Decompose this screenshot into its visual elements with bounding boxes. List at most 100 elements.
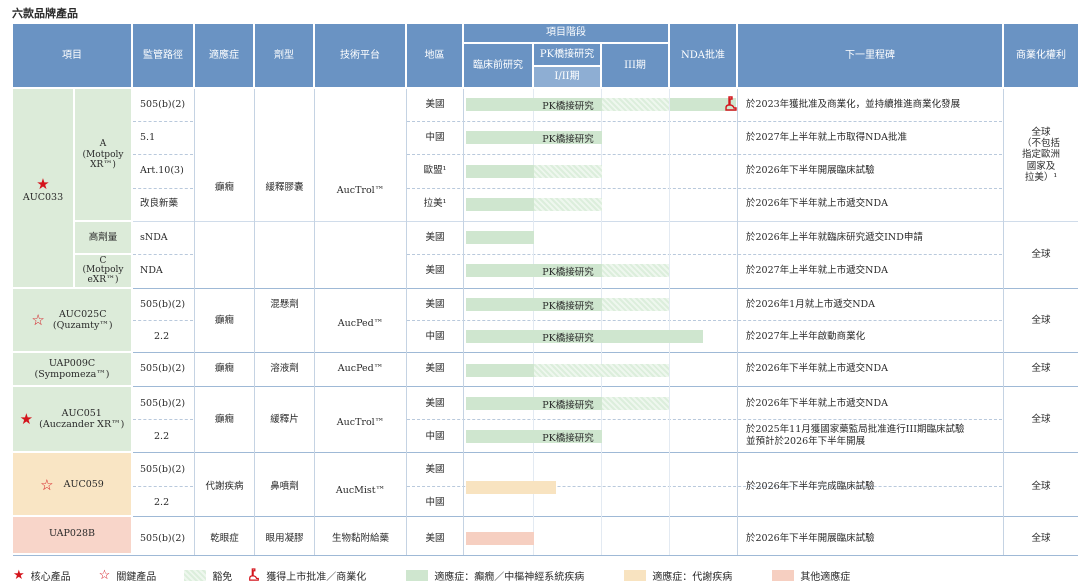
metabolic-swatch (624, 569, 647, 581)
platform-cell: AucMist™ (335, 485, 386, 497)
product-auc059-label: AUC059 (63, 479, 104, 491)
col-line (533, 89, 534, 555)
core-star-icon: ★ (36, 174, 50, 193)
product-auc033-a: A (Motpoly XR™) (82, 138, 124, 171)
exempt-swatch (184, 569, 207, 581)
other-swatch (772, 569, 795, 581)
product-auc025c-label: AUC025C (Quzamty™) (52, 308, 113, 331)
dash-sep (133, 121, 193, 122)
milestone-cell: 於2027年上半年就上市取得NDA批准 (746, 132, 907, 144)
progress-bar (466, 298, 602, 311)
dash-sep (133, 188, 193, 189)
dash-sep (407, 121, 1002, 122)
milestone-cell: 於2026年下半年就上市遞交NDA (746, 363, 888, 375)
dash-sep (133, 254, 193, 255)
progress-bar (466, 330, 703, 343)
progress-bar-exempt (534, 165, 602, 178)
legend-metabolic: 適應症：代謝疾病 (624, 568, 732, 583)
header-preclinical: 臨床前研究 (464, 44, 532, 87)
row-separator (133, 221, 1078, 222)
reg-cell: 505(b)(2) (140, 464, 186, 476)
reg-cell: 2.2 (154, 431, 170, 443)
platform-cell: AucPed™ (337, 363, 384, 375)
pk-bar-label: PK橋接研究 (542, 399, 594, 411)
group-uap009c-bg (13, 353, 131, 385)
pk-bar-label: PK橋接研究 (542, 266, 594, 278)
header-phase12: I/II期 (534, 67, 600, 87)
form-cell: 緩釋膠囊 (265, 182, 304, 194)
form-cell: 混懸劑 (270, 299, 299, 311)
reg-cell: NDA (140, 265, 163, 277)
dash-sep (407, 188, 1002, 189)
product-uap009c: UAP009C (Sympomeza™) (34, 357, 110, 380)
progress-bar (466, 397, 602, 410)
progress-bar-exempt (602, 397, 669, 410)
legend-core: ★ 核心產品 (13, 568, 71, 583)
form-cell: 鼻噴劑 (270, 481, 299, 493)
milestone-cell: 於2026年下半年開展臨床試驗 (746, 533, 875, 545)
reg-cell: 2.2 (154, 497, 170, 509)
progress-bar (466, 231, 534, 244)
dash-sep (133, 486, 193, 487)
form-cell: 緩釋片 (270, 414, 299, 426)
region-cell: 中國 (425, 331, 445, 343)
legend-other-label: 其他適應症 (800, 571, 851, 583)
reg-cell: sNDA (140, 232, 168, 244)
pk-bar-label: PK橋接研究 (542, 100, 594, 112)
product-auc025c: ☆ AUC025C (Quzamty™) (13, 300, 131, 340)
product-auc033-c: C (Motpoly eXR™) (82, 255, 124, 285)
region-cell: 美國 (425, 299, 445, 311)
platform-cell: AucTrol™ (336, 417, 385, 429)
platform-cell: AucTrol™ (336, 185, 385, 197)
milestone-cell: 於2026年1月就上市遞交NDA (746, 299, 876, 311)
approval-icon (724, 96, 738, 112)
progress-bar (466, 98, 602, 111)
legend-exempt-label: 豁免 (212, 571, 233, 583)
approval-icon (248, 568, 260, 582)
rights-cell: 全球 (1031, 363, 1051, 375)
region-cell: 美國 (425, 464, 445, 476)
row-separator (133, 386, 1078, 387)
header-milestone: 下一里程碑 (738, 24, 1002, 87)
key-star-icon: ☆ (31, 310, 45, 329)
region-cell: 美國 (425, 363, 445, 375)
legend-neuro-label: 適應症：癲癇／中樞神經系統疾病 (434, 571, 585, 583)
progress-bar (466, 165, 534, 178)
header-stage: 項目階段 (464, 24, 668, 42)
progress-bar-exempt (534, 364, 669, 377)
col-line (669, 89, 670, 555)
page-title: 六款品牌產品 (12, 7, 78, 20)
indication-cell: 癲癇 (214, 414, 234, 426)
milestone-cell: 於2027年上半年就上市遞交NDA (746, 265, 888, 277)
header-nda: NDA批准 (670, 24, 736, 87)
progress-bar-exempt (602, 98, 669, 111)
header-platform: 技術平台 (315, 24, 405, 87)
pk-bar-label: PK橋接研究 (542, 133, 594, 145)
legend-approved-label: 獲得上市批准／商業化 (266, 571, 367, 583)
header-rights: 商業化權利 (1004, 24, 1078, 87)
progress-bar (466, 198, 534, 211)
indication-cell: 代謝疾病 (205, 481, 244, 493)
milestone-cell: 於2023年獲批准及商業化，並持續推進商業化發展 (746, 99, 961, 111)
col-line (601, 89, 602, 555)
col-line (194, 89, 195, 555)
reg-cell: 505(b)(2) (140, 99, 186, 111)
product-auc033-label: AUC033 (22, 191, 64, 203)
milestone-cell: 於2025年11月獲國家藥監局批准進行III期臨床試驗 並預計於2026年下半年… (746, 424, 965, 447)
row-separator (133, 516, 1078, 517)
region-cell: 中國 (425, 497, 445, 509)
legend-neuro: 適應症：癲癇／中樞神經系統疾病 (406, 568, 584, 583)
region-cell: 美國 (425, 232, 445, 244)
col-line (463, 89, 464, 555)
milestone-cell: 於2027年上半年啟動商業化 (746, 331, 866, 343)
region-cell: 美國 (425, 533, 445, 545)
col-line (254, 89, 255, 555)
progress-bar (466, 264, 602, 277)
group-auc025c-bg (13, 289, 131, 351)
progress-bar (466, 430, 602, 443)
rights-cell: 全球 (1031, 533, 1051, 545)
header-project: 項目 (13, 24, 131, 87)
header-regulatory: 監管路徑 (133, 24, 193, 87)
key-star-icon: ☆ (98, 567, 111, 583)
header-pk: PK橋接研究 (534, 44, 600, 65)
